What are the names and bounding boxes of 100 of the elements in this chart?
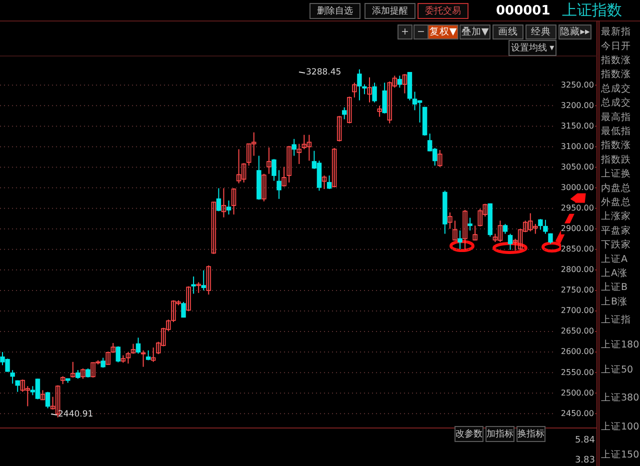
candlestick: [332, 147, 337, 188]
candlestick: [150, 347, 156, 362]
candlestick: [211, 201, 216, 254]
candlestick: [462, 209, 468, 250]
y-tick-label: 2800.00: [560, 265, 594, 274]
candlestick: [452, 220, 458, 241]
text: 5.84: [574, 435, 596, 446]
text: 平盘家: [601, 224, 631, 236]
text: 删除自选: [317, 5, 353, 16]
candlestick: [397, 75, 402, 88]
y-tick-label: 2900.00: [560, 224, 594, 234]
annotation: 2440.91: [58, 409, 94, 420]
candlestick: [231, 188, 236, 215]
candlestick: [80, 368, 86, 380]
y-tick-label: 2450.00: [560, 408, 594, 418]
y-tick-label: 2650.00: [560, 326, 594, 336]
text: 上证指数: [562, 1, 622, 20]
text: 内盘总: [601, 182, 631, 194]
text: 下跌家: [601, 238, 631, 251]
text: 上证150: [601, 448, 640, 461]
candlestick: [140, 350, 146, 368]
candlestick: [201, 270, 206, 291]
text: 最新指: [601, 26, 631, 38]
text: 指数涨: [600, 54, 631, 66]
candlestick: [322, 174, 327, 190]
candlestick: [372, 82, 377, 103]
text: 添加提醒: [372, 5, 408, 16]
candlestick: [352, 82, 357, 98]
y-tick-label: 3150.00: [560, 121, 594, 130]
candlestick: [502, 223, 508, 234]
candlestick: [342, 106, 347, 120]
candlestick: [382, 82, 387, 114]
text: 上证50: [601, 364, 634, 376]
candlestick: [186, 286, 191, 312]
annotation: 3288.45: [306, 67, 342, 78]
candlestick: [292, 138, 296, 156]
candlestick: [10, 370, 15, 384]
candlestick: [276, 170, 282, 200]
text: −: [417, 26, 425, 38]
candlestick: [438, 150, 442, 168]
candlestick: [262, 173, 266, 202]
candlestick: [468, 217, 472, 232]
candlestick: [538, 218, 543, 230]
text: 换指标: [518, 428, 544, 440]
candlestick: [508, 233, 513, 250]
text: 上B涨: [601, 295, 628, 308]
text: 上证180: [601, 338, 640, 351]
text: 叠加▼: [461, 26, 490, 38]
y-tick-label: 3250.00: [560, 80, 594, 90]
text: 指数跌: [600, 153, 631, 166]
y-tick-label: 3050.00: [560, 162, 594, 172]
text: 上证指: [601, 314, 631, 326]
text: 指数涨: [600, 139, 631, 152]
candlestick: [136, 337, 141, 354]
text: 总成交: [600, 96, 631, 109]
y-tick-label: 2700.00: [560, 306, 594, 316]
candlestick: [116, 346, 120, 363]
y-tick-label: 2600.00: [560, 347, 594, 356]
candlestick: [216, 188, 222, 212]
y-tick-label: 2850.00: [560, 244, 594, 254]
candlestick: [266, 147, 272, 174]
candlestick: [336, 115, 342, 142]
candlestick: [272, 158, 276, 182]
text: 上证B: [601, 281, 628, 294]
text: 今日开: [601, 40, 631, 52]
candlestick: [362, 84, 367, 95]
candlestick: [367, 76, 372, 103]
y-tick-label: 3100.00: [560, 142, 594, 151]
candlestick: [40, 390, 46, 401]
candlestick: [206, 264, 211, 296]
candlestick: [286, 145, 292, 183]
text: 上证A: [601, 252, 628, 265]
y-tick-label: 2550.00: [560, 368, 594, 377]
text: 复权▼: [429, 26, 458, 38]
candlestick: [181, 301, 186, 318]
text: +: [401, 26, 409, 38]
candlestick: [282, 166, 286, 188]
text: 改参数: [456, 428, 482, 440]
candlestick: [226, 200, 232, 215]
candlestick: [326, 174, 332, 190]
candlestick: [70, 361, 76, 378]
candlestick: [86, 368, 90, 378]
text: 上涨家: [601, 210, 631, 222]
text: 最高指: [601, 110, 631, 123]
text: 经典: [531, 26, 551, 38]
text: 外盘总: [601, 196, 631, 208]
text: 上A涨: [601, 266, 628, 280]
candlestick: [196, 282, 201, 294]
text: 最低指: [601, 124, 631, 138]
candlestick: [146, 350, 151, 361]
candlestick: [221, 188, 226, 218]
text: 总成交: [600, 82, 631, 94]
text: 3.83: [574, 455, 595, 466]
candlestick: [472, 225, 478, 241]
y-tick-label: 2950.00: [560, 204, 594, 213]
candlestick: [357, 68, 362, 101]
text: 指数涨: [600, 68, 631, 80]
candlestick: [296, 143, 302, 164]
candlestick: [543, 219, 548, 234]
candlestick: [191, 276, 196, 294]
